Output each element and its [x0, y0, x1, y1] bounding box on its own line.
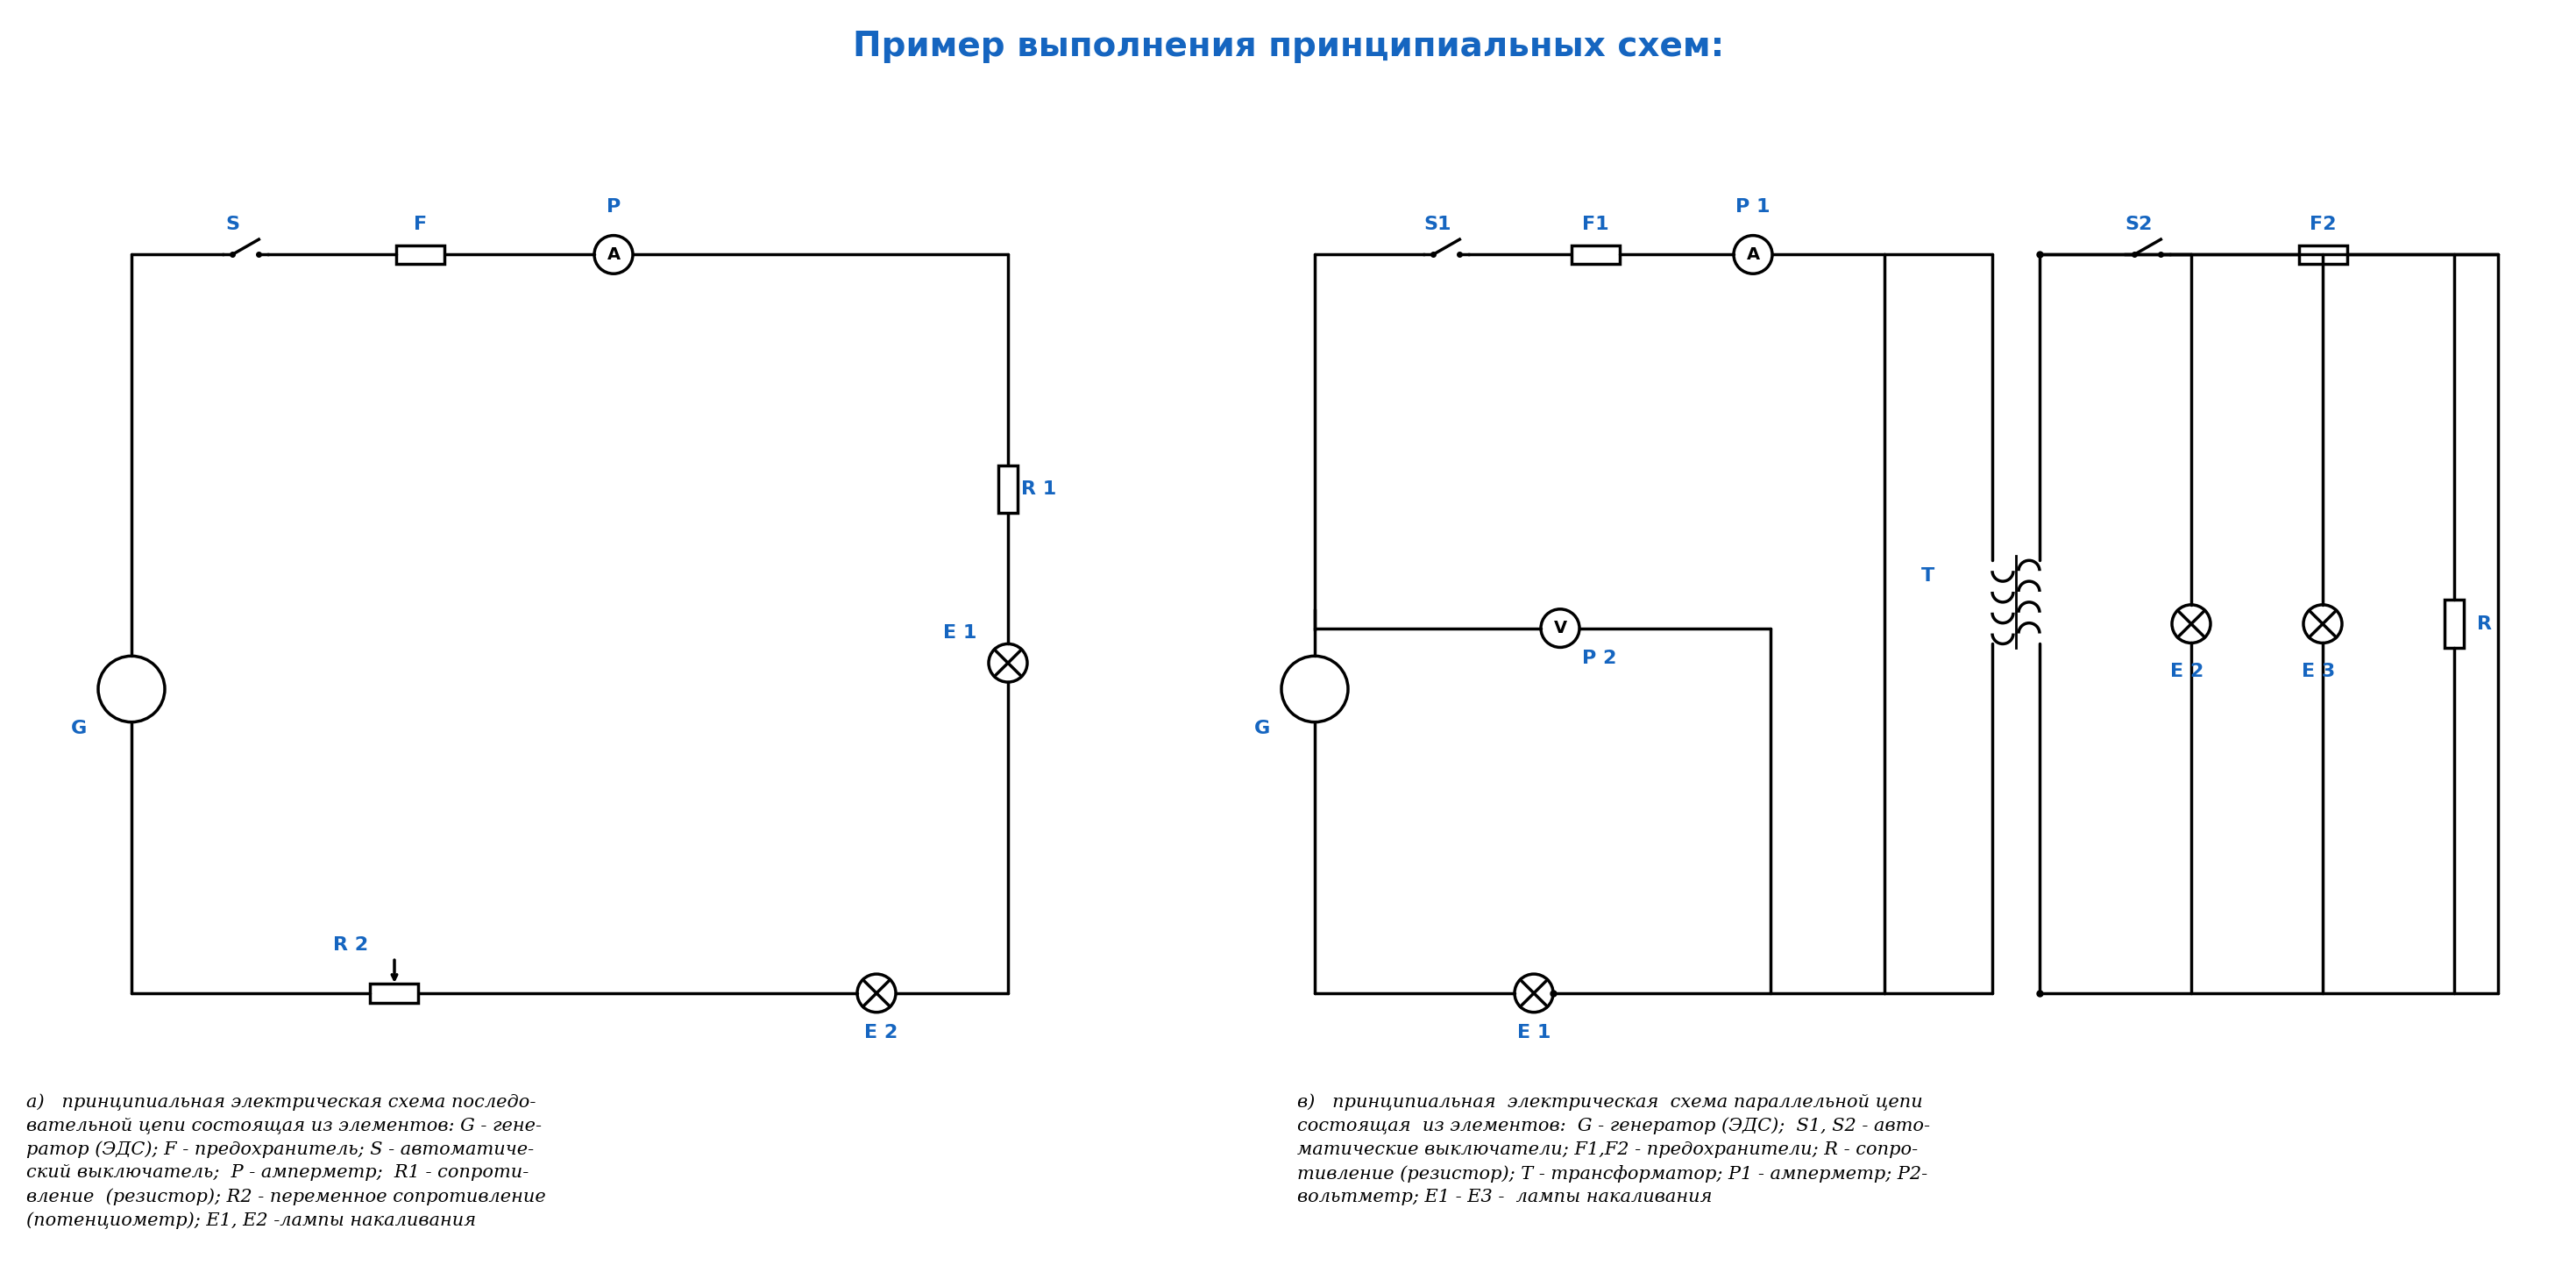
Text: E 1: E 1	[943, 624, 976, 641]
Circle shape	[1734, 235, 1772, 273]
Circle shape	[1540, 610, 1579, 648]
Text: P 1: P 1	[1736, 199, 1770, 215]
Circle shape	[595, 235, 634, 273]
Text: V: V	[1553, 620, 1566, 636]
Circle shape	[1515, 974, 1553, 1012]
Text: S: S	[224, 215, 240, 233]
Text: S1: S1	[1425, 215, 1450, 233]
Text: F: F	[415, 215, 428, 233]
Circle shape	[1280, 657, 1347, 722]
Circle shape	[2172, 605, 2210, 643]
Text: G: G	[72, 720, 88, 737]
Circle shape	[98, 657, 165, 722]
Circle shape	[2303, 605, 2342, 643]
Text: A: A	[608, 247, 621, 263]
Bar	[2445, 600, 2463, 648]
Text: E 2: E 2	[2169, 663, 2202, 681]
Bar	[2298, 245, 2347, 264]
Text: T: T	[1922, 567, 1935, 584]
Text: E 1: E 1	[1517, 1023, 1551, 1041]
Bar	[999, 466, 1018, 514]
Bar	[1571, 245, 1620, 264]
Text: F1: F1	[1582, 215, 1607, 233]
Bar	[397, 245, 446, 264]
Text: P: P	[605, 199, 621, 215]
Text: E 3: E 3	[2300, 663, 2334, 681]
Text: Пример выполнения принципиальных схем:: Пример выполнения принципиальных схем:	[853, 29, 1723, 63]
Text: G: G	[1255, 720, 1270, 737]
Circle shape	[858, 974, 896, 1012]
Text: S2: S2	[2125, 215, 2154, 233]
Text: A: A	[1747, 247, 1759, 263]
Text: а)   принципиальная электрическая схема последо-
вательной цепи состоящая из эле: а) принципиальная электрическая схема по…	[26, 1093, 546, 1230]
Text: F2: F2	[2308, 215, 2336, 233]
Text: в)   принципиальная  электрическая  схема параллельной цепи
состоящая  из элемен: в) принципиальная электрическая схема па…	[1298, 1093, 1929, 1206]
Bar	[371, 984, 417, 1003]
Text: R 1: R 1	[1020, 481, 1056, 498]
Text: R 2: R 2	[332, 936, 368, 954]
Text: E 2: E 2	[863, 1023, 896, 1041]
Text: P 2: P 2	[1582, 650, 1618, 668]
Text: R: R	[2478, 615, 2494, 632]
Circle shape	[989, 644, 1028, 682]
